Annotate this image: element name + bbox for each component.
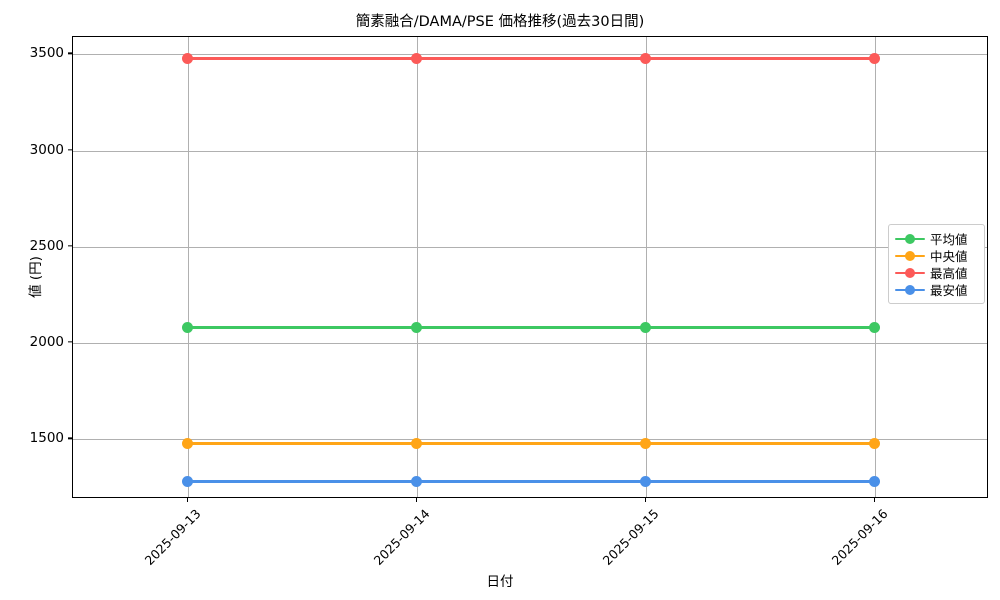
gridline-horizontal <box>73 343 987 345</box>
legend-swatch-icon <box>895 233 925 245</box>
x-axis-tick-mark <box>415 498 417 502</box>
gridline-vertical <box>645 37 647 497</box>
gridline-vertical <box>416 37 418 497</box>
x-axis-tick-label: 2025-09-14 <box>370 506 433 568</box>
y-axis-tick-mark <box>68 245 72 247</box>
y-axis-tick-mark <box>68 52 72 54</box>
legend-label: 最高値 <box>930 266 968 281</box>
x-axis-label: 日付 <box>486 574 514 590</box>
y-axis-tick-mark <box>68 341 72 343</box>
x-axis-tick-mark <box>873 498 875 502</box>
gridline-horizontal <box>73 150 987 152</box>
data-point-marker <box>869 52 880 64</box>
data-point-marker <box>411 476 422 488</box>
chart-title: 簡素融合/DAMA/PSE 価格推移(過去30日間) <box>355 14 645 30</box>
data-point-marker <box>182 52 193 64</box>
y-axis-tick-label: 1500 <box>29 430 64 447</box>
data-point-marker <box>640 52 651 64</box>
x-axis-tick-label: 2025-09-13 <box>141 506 204 568</box>
legend-item-2[interactable]: 中央値 <box>895 247 978 264</box>
series-line-segment <box>416 480 646 484</box>
series-4 <box>73 37 987 497</box>
x-axis-tick-label: 2025-09-16 <box>828 506 891 568</box>
x-axis-tick-mark <box>644 498 646 502</box>
series-line-segment <box>416 56 646 60</box>
series-line-segment <box>187 442 417 446</box>
legend-label: 中央値 <box>930 249 968 264</box>
series-line-segment <box>645 480 875 484</box>
gridline-horizontal <box>73 439 987 441</box>
y-axis-tick-label: 2500 <box>29 237 64 254</box>
legend-item-1[interactable]: 平均値 <box>895 230 978 247</box>
gridline-horizontal <box>73 54 987 56</box>
y-axis-tick-label: 3000 <box>29 141 64 158</box>
data-point-marker <box>640 476 651 488</box>
gridline-vertical <box>187 37 189 497</box>
series-line-segment <box>645 442 875 446</box>
y-axis-label: 値 (円) <box>28 256 44 298</box>
data-point-marker <box>411 52 422 64</box>
data-point-marker <box>182 322 193 334</box>
x-axis-tick-mark <box>186 498 188 502</box>
data-point-marker <box>182 438 193 450</box>
series-1 <box>73 37 987 497</box>
legend-label: 最安値 <box>930 283 968 298</box>
series-3 <box>73 37 987 497</box>
y-axis-tick-labels: 1500 2000 2500 3000 3500 <box>0 0 64 600</box>
data-point-marker <box>640 438 651 450</box>
legend-swatch-icon <box>895 284 925 296</box>
y-axis-tick-mark <box>68 437 72 439</box>
series-line-segment <box>645 326 875 330</box>
legend-label: 平均値 <box>930 232 968 247</box>
series-line-segment <box>187 56 417 60</box>
series-line-segment <box>416 326 646 330</box>
data-point-marker <box>411 322 422 334</box>
y-axis-tick-label: 2000 <box>29 334 64 351</box>
legend-item-4[interactable]: 最安値 <box>895 281 978 298</box>
data-point-marker <box>182 476 193 488</box>
y-axis-tick-label: 3500 <box>29 45 64 62</box>
series-line-segment <box>416 442 646 446</box>
chart-legend[interactable]: 平均値中央値最高値最安値 <box>888 224 985 304</box>
data-point-marker <box>869 476 880 488</box>
series-2 <box>73 37 987 497</box>
legend-item-3[interactable]: 最高値 <box>895 264 978 281</box>
data-point-marker <box>869 322 880 334</box>
legend-swatch-icon <box>895 250 925 262</box>
x-axis-tick-label: 2025-09-15 <box>599 506 662 568</box>
gridline-horizontal <box>73 246 987 248</box>
plot-area <box>72 36 988 498</box>
y-axis-tick-mark <box>68 148 72 151</box>
data-point-marker <box>869 438 880 450</box>
gridline-vertical <box>874 37 876 497</box>
data-point-marker <box>411 438 422 450</box>
series-line-segment <box>187 326 417 330</box>
data-point-marker <box>640 322 651 334</box>
series-line-segment <box>187 480 417 484</box>
legend-swatch-icon <box>895 267 925 279</box>
series-line-segment <box>645 56 875 60</box>
